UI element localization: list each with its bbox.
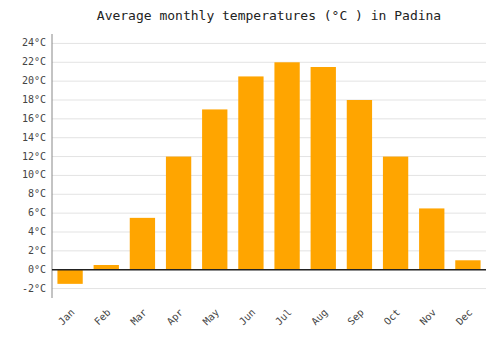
x-tick-label: Oct xyxy=(382,307,403,328)
bars xyxy=(57,62,480,284)
y-tick-label: -2°C xyxy=(22,283,46,294)
y-tick-label: 18°C xyxy=(22,94,46,105)
grid-line xyxy=(52,118,486,119)
bar xyxy=(130,218,155,270)
chart: Average monthly temperatures (°C ) in Pa… xyxy=(0,0,500,350)
grid-line xyxy=(52,194,486,195)
bar xyxy=(347,100,372,270)
y-tick-label: 10°C xyxy=(22,169,46,180)
grid xyxy=(52,43,486,288)
x-tick-label: Dec xyxy=(454,307,475,328)
y-tick-label: 6°C xyxy=(28,207,46,218)
x-tick-label: Jun xyxy=(237,307,258,328)
x-tick-label: May xyxy=(201,307,222,328)
x-tick-label: Sep xyxy=(345,307,366,328)
y-axis-line xyxy=(52,34,53,298)
y-tick-label: 2°C xyxy=(28,245,46,256)
grid-line xyxy=(52,137,486,138)
y-tick-label: 14°C xyxy=(22,132,46,143)
bar xyxy=(311,67,336,270)
grid-line xyxy=(52,62,486,63)
y-tick-label: 16°C xyxy=(22,113,46,124)
grid-line xyxy=(52,175,486,176)
grid-line xyxy=(52,81,486,82)
grid-line xyxy=(52,156,486,157)
x-tick-label: Jan xyxy=(56,307,77,328)
y-tick-label: 8°C xyxy=(28,188,46,199)
grid-line xyxy=(52,100,486,101)
x-tick-label: Feb xyxy=(92,307,113,328)
x-tick-label: Mar xyxy=(128,307,149,328)
y-tick-label: 4°C xyxy=(28,226,46,237)
y-axis: -2°C 0°C 2°C 4°C 6°C 8°C 10°C 12°C 14°C 16°C 18°C 2… xyxy=(22,34,52,298)
bar xyxy=(238,76,263,269)
grid-line xyxy=(52,288,486,289)
y-tick-label: 22°C xyxy=(22,56,46,67)
grid-line xyxy=(52,43,486,44)
title: Average monthly temperatures (°C ) in Pa… xyxy=(97,8,441,23)
bar xyxy=(166,157,191,270)
x-tick-label: Jul xyxy=(273,307,294,328)
x-axis: Jan Feb Mar Apr May Jun Jul Aug Sep Oct Nov Dec xyxy=(56,307,474,328)
y-tick-label: 12°C xyxy=(22,151,46,162)
y-tick-label: 24°C xyxy=(22,37,46,48)
bar xyxy=(383,157,408,270)
bar xyxy=(419,208,444,269)
bar xyxy=(202,109,227,269)
x-tick-label: Apr xyxy=(165,307,186,328)
x-tick-label: Nov xyxy=(418,307,439,328)
x-tick-label: Aug xyxy=(309,307,330,328)
bar xyxy=(455,260,480,269)
zero-line xyxy=(52,269,486,271)
bar xyxy=(57,270,82,284)
y-tick-label: 20°C xyxy=(22,75,46,86)
y-tick-label: 0°C xyxy=(28,264,46,275)
bar xyxy=(274,62,299,269)
grid-line xyxy=(52,269,486,270)
